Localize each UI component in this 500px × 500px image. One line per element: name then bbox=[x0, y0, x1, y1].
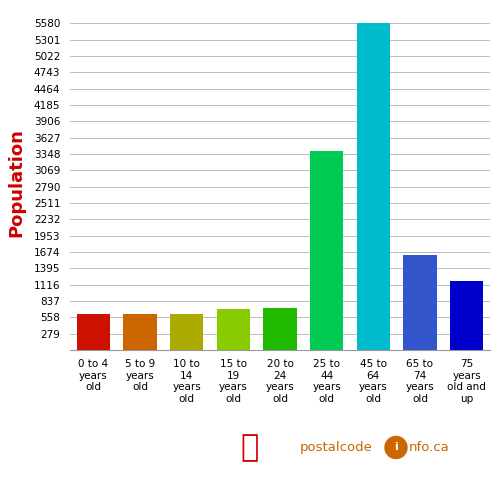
Y-axis label: Population: Population bbox=[8, 128, 26, 237]
Text: 🍁: 🍁 bbox=[241, 433, 259, 462]
Bar bbox=[76, 314, 110, 350]
Bar bbox=[310, 152, 344, 350]
Bar bbox=[450, 281, 484, 350]
Bar bbox=[403, 255, 437, 350]
Bar bbox=[170, 314, 203, 350]
Bar bbox=[356, 23, 390, 350]
Text: i: i bbox=[394, 442, 398, 452]
Bar bbox=[263, 308, 297, 350]
Text: postalcode: postalcode bbox=[300, 441, 373, 454]
Text: nfo.ca: nfo.ca bbox=[408, 441, 449, 454]
Bar bbox=[123, 314, 157, 350]
Bar bbox=[216, 309, 250, 350]
Circle shape bbox=[385, 436, 407, 458]
